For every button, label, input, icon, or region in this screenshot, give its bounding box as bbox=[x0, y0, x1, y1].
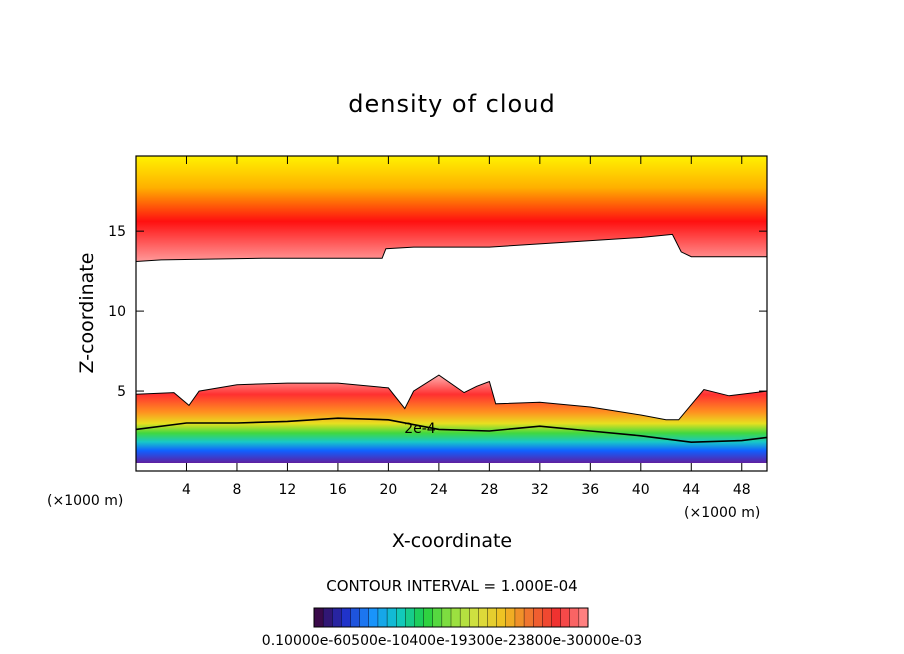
colorbar bbox=[313, 607, 589, 628]
x-tick-label: 40 bbox=[632, 482, 650, 498]
x-tick-label: 44 bbox=[682, 482, 700, 498]
x-tick-label: 48 bbox=[733, 482, 751, 498]
colorbar-swatch bbox=[441, 607, 452, 628]
colorbar-swatch bbox=[332, 607, 342, 628]
colorbar-swatch bbox=[414, 607, 425, 628]
colorbar-swatch bbox=[542, 607, 552, 628]
x-tick-label: 20 bbox=[379, 482, 397, 498]
colorbar-swatch bbox=[322, 607, 333, 628]
plot-area bbox=[136, 156, 767, 464]
x-tick-label: 28 bbox=[480, 482, 498, 498]
colorbar-swatch bbox=[350, 607, 361, 628]
x-tick-label: 4 bbox=[182, 482, 191, 498]
upper-layer-edge-contour bbox=[136, 233, 767, 262]
lower-cloud-layer bbox=[136, 375, 767, 464]
colorbar-swatch bbox=[386, 607, 397, 628]
colorbar-swatch bbox=[313, 607, 324, 628]
x-tick-label: 32 bbox=[531, 482, 549, 498]
colorbar-swatch bbox=[569, 607, 580, 628]
contour-label: 2e-4 bbox=[404, 421, 436, 437]
colorbar-swatch bbox=[377, 607, 388, 628]
colorbar-swatch bbox=[405, 607, 415, 628]
x-tick-label: 8 bbox=[232, 482, 241, 498]
colorbar-swatch bbox=[396, 607, 406, 628]
colorbar-swatch bbox=[505, 607, 516, 628]
colorbar-swatch bbox=[478, 607, 489, 628]
colorbar-swatch bbox=[432, 607, 443, 628]
colorbar-swatch bbox=[341, 607, 352, 628]
x-unit-left: (×1000 m) bbox=[47, 493, 123, 509]
contour-2e-4-line bbox=[136, 417, 767, 444]
colorbar-swatch bbox=[560, 607, 571, 628]
colorbar-swatch bbox=[487, 607, 498, 628]
x-tick-label: 24 bbox=[430, 482, 448, 498]
plot-frame bbox=[135, 155, 768, 472]
x-axis-ticks: 4 8 12 16 20 24 28 32 36 40 44 48 bbox=[182, 156, 751, 498]
chart-title: density of cloud bbox=[348, 90, 555, 118]
colorbar-swatch bbox=[469, 607, 479, 628]
colorbar-swatch bbox=[533, 607, 543, 628]
contour-interval-text: CONTOUR INTERVAL = 1.000E-04 bbox=[326, 577, 577, 595]
colorbar-swatch bbox=[514, 607, 525, 628]
colorbar-swatch bbox=[551, 607, 562, 628]
colorbar-swatch bbox=[359, 607, 370, 628]
x-axis-label: X-coordinate bbox=[392, 530, 512, 552]
lower-layer-edge-contour bbox=[136, 374, 767, 421]
y-axis-ticks: 5 10 15 bbox=[108, 224, 767, 400]
colorbar-swatch bbox=[459, 607, 470, 628]
upper-cloud-layer bbox=[136, 156, 767, 262]
colorbar-swatch bbox=[496, 607, 507, 628]
y-tick-label: 5 bbox=[117, 384, 126, 400]
colorbar-labels: 0.10000e-60500e-10400e-19300e-23800e-300… bbox=[262, 633, 642, 649]
colorbar-swatch bbox=[523, 607, 534, 628]
colorbar-swatch bbox=[578, 607, 589, 628]
colorbar-swatch bbox=[450, 607, 461, 628]
x-tick-label: 16 bbox=[329, 482, 347, 498]
colorbar-swatch bbox=[423, 607, 434, 628]
y-axis-label: Z-coordinate bbox=[76, 253, 98, 374]
y-tick-label: 15 bbox=[108, 224, 126, 240]
colorbar-swatch bbox=[368, 607, 379, 628]
x-unit-right: (×1000 m) bbox=[684, 505, 760, 521]
x-tick-label: 12 bbox=[279, 482, 297, 498]
colorbar-frame bbox=[313, 607, 589, 628]
x-tick-label: 36 bbox=[581, 482, 599, 498]
y-tick-label: 10 bbox=[108, 304, 126, 320]
